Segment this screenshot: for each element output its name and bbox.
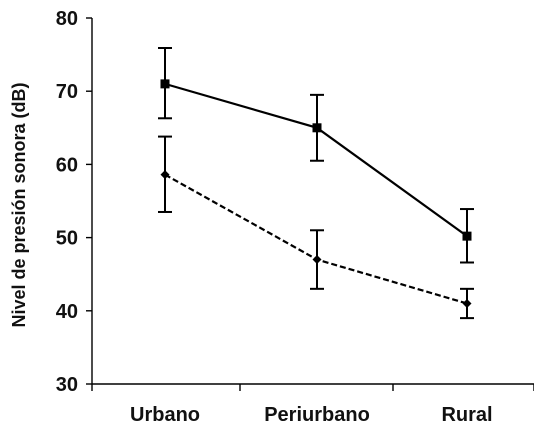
data-point-diamond (312, 255, 322, 265)
series-layer (158, 47, 474, 320)
y-tick-label: 40 (56, 301, 78, 323)
y-tick-label: 50 (56, 228, 78, 250)
y-tick-label: 30 (56, 374, 78, 396)
y-tick-label: 80 (56, 8, 78, 30)
data-point-square (462, 231, 472, 241)
y-tick-label: 70 (56, 81, 78, 103)
x-tick-label: Urbano (130, 404, 200, 423)
data-point-diamond (160, 170, 170, 180)
x-tick-label: Rural (441, 404, 492, 423)
y-tick-label: 60 (56, 154, 78, 176)
series-1 (158, 47, 474, 264)
series-2 (158, 135, 474, 320)
x-tick-label: Periurbano (264, 404, 370, 423)
data-point-square (312, 123, 322, 133)
y-axis-label: Nivel de presión sonora (dB) (9, 82, 29, 327)
data-point-square (160, 79, 170, 89)
data-point-diamond (462, 298, 472, 308)
axes: 30 40 50 60 70 80 Urbano Periurbano Rural (56, 8, 534, 423)
